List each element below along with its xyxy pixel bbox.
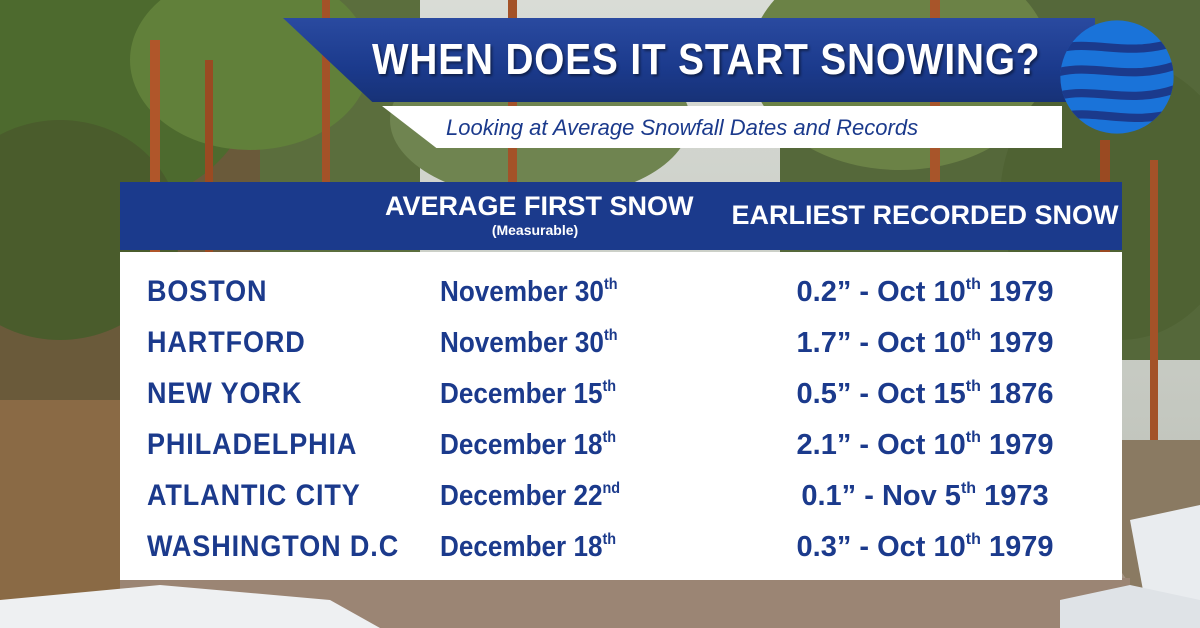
column-header-average-first-snow: AVERAGE FIRST SNOW (385, 191, 694, 221)
table-row: HARTFORD November 30th 1.7” - Oct 10th 1… (120, 317, 1122, 369)
average-first-snow-date: December 22nd (440, 480, 621, 512)
earliest-recorded-snow: 0.1” - Nov 5th 1973 (801, 480, 1049, 512)
earliest-recorded-snow: 0.2” - Oct 10th 1979 (796, 276, 1054, 308)
earliest-recorded-snow: 1.7” - Oct 10th 1979 (796, 327, 1054, 359)
table-row: NEW YORK December 15th 0.5” - Oct 15th 1… (120, 368, 1122, 420)
table-header (120, 182, 1122, 250)
average-first-snow-date: December 15th (440, 378, 617, 410)
page-subtitle: Looking at Average Snowfall Dates and Re… (446, 115, 919, 140)
table-row: ATLANTIC CITY December 22nd 0.1” - Nov 5… (120, 470, 1122, 522)
earliest-recorded-snow: 0.5” - Oct 15th 1876 (796, 378, 1054, 410)
globe-wave-icon (1060, 20, 1174, 134)
average-first-snow-date: November 30th (440, 327, 618, 359)
table-row: PHILADELPHIA December 18th 2.1” - Oct 10… (120, 419, 1122, 471)
title-banner (283, 18, 1095, 102)
column-header-measurable-note: (Measurable) (491, 222, 579, 238)
table-row: BOSTON November 30th 0.2” - Oct 10th 197… (120, 266, 1122, 318)
subtitle-banner (382, 106, 1062, 148)
table-row: WASHINGTON D.C December 18th 0.3” - Oct … (120, 521, 1122, 573)
city-name: WASHINGTON D.C (147, 530, 400, 563)
earliest-recorded-snow: 0.3” - Oct 10th 1979 (796, 531, 1054, 563)
average-first-snow-date: December 18th (440, 531, 617, 563)
city-name: HARTFORD (147, 326, 306, 359)
page-title: WHEN DOES IT START SNOWING? (372, 35, 1041, 84)
city-name: NEW YORK (147, 377, 303, 410)
earliest-recorded-snow: 2.1” - Oct 10th 1979 (796, 429, 1054, 461)
city-name: BOSTON (147, 275, 268, 308)
column-header-earliest-recorded-snow: EARLIEST RECORDED SNOW (731, 200, 1119, 230)
city-name: PHILADELPHIA (147, 428, 358, 461)
average-first-snow-date: December 18th (440, 429, 617, 461)
average-first-snow-date: November 30th (440, 276, 618, 308)
city-name: ATLANTIC CITY (147, 479, 361, 512)
table-body: BOSTON November 30th 0.2” - Oct 10th 197… (120, 252, 1122, 580)
